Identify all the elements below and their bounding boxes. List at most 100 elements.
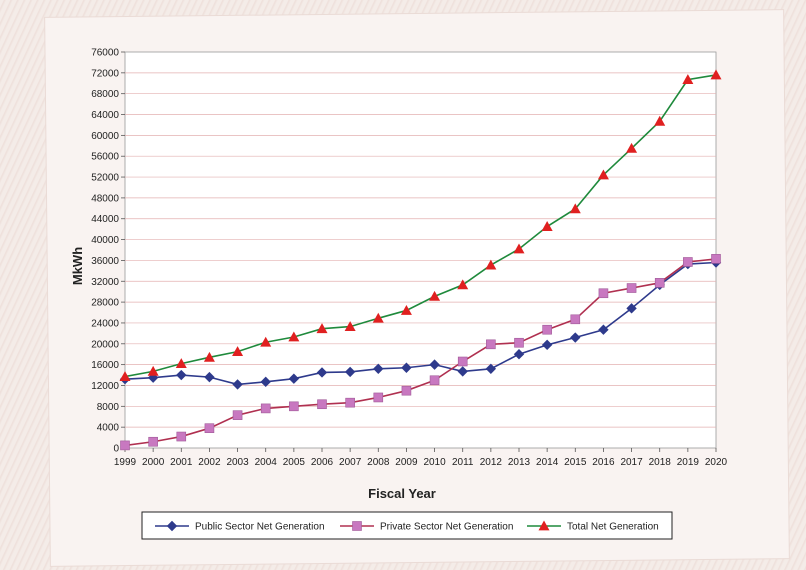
y-tick-label: 48000 bbox=[91, 193, 119, 204]
legend-label: Public Sector Net Generation bbox=[195, 522, 325, 533]
data-point bbox=[232, 410, 243, 420]
data-point bbox=[654, 278, 665, 288]
data-point bbox=[373, 392, 384, 403]
y-tick-label: 16000 bbox=[91, 360, 119, 371]
series-line bbox=[124, 74, 717, 378]
series-line bbox=[124, 258, 717, 447]
data-point bbox=[288, 331, 300, 342]
x-tick-label: 2009 bbox=[395, 457, 418, 468]
series-3 bbox=[119, 69, 722, 382]
y-tick-label: 12000 bbox=[91, 381, 119, 392]
data-point bbox=[683, 257, 693, 267]
data-point bbox=[119, 371, 131, 382]
x-tick-label: 2011 bbox=[452, 457, 474, 468]
data-point bbox=[400, 304, 412, 315]
x-tick-label: 2001 bbox=[170, 457, 193, 468]
data-point bbox=[401, 362, 412, 373]
data-point bbox=[541, 339, 553, 351]
data-point bbox=[626, 303, 637, 314]
x-tick-label: 2017 bbox=[620, 457, 643, 468]
data-point bbox=[429, 359, 440, 370]
data-point bbox=[429, 290, 441, 301]
y-tick-label: 72000 bbox=[91, 68, 119, 79]
data-point bbox=[372, 312, 384, 323]
x-tick-label: 2000 bbox=[142, 457, 165, 468]
data-point bbox=[401, 385, 412, 396]
data-point bbox=[260, 403, 271, 414]
data-point bbox=[147, 365, 159, 376]
data-point bbox=[514, 337, 524, 348]
data-point bbox=[569, 203, 581, 214]
legend-box bbox=[141, 511, 673, 540]
y-tick-label: 40000 bbox=[91, 235, 119, 246]
y-tick-label: 32000 bbox=[91, 277, 119, 288]
data-point bbox=[598, 324, 609, 335]
data-point bbox=[147, 372, 159, 383]
x-tick-labels: 1999 2000 2001 2002 2003 2004 2005 2006 2007 2008… bbox=[114, 448, 728, 468]
x-tick-label: 2006 bbox=[311, 457, 334, 468]
data-point bbox=[344, 366, 356, 378]
data-point bbox=[513, 243, 525, 254]
y-tick-label: 56000 bbox=[91, 152, 119, 163]
data-point bbox=[176, 431, 187, 442]
data-point bbox=[711, 254, 721, 264]
data-point bbox=[345, 397, 355, 408]
data-point bbox=[232, 379, 243, 390]
x-tick-label: 2020 bbox=[705, 457, 728, 468]
y-tick-label: 8000 bbox=[97, 402, 120, 413]
data-point bbox=[260, 376, 271, 388]
data-point bbox=[485, 259, 497, 270]
y-tick-label: 76000 bbox=[91, 48, 119, 59]
data-point bbox=[457, 366, 468, 377]
data-point bbox=[120, 440, 130, 451]
data-point bbox=[317, 399, 327, 410]
data-point bbox=[597, 169, 609, 180]
x-tick-label: 2007 bbox=[339, 457, 362, 468]
legend-label: Private Sector Net Generation bbox=[380, 522, 513, 533]
data-point bbox=[598, 288, 609, 299]
y-axis-title: MkWh bbox=[70, 247, 85, 285]
x-tick-label: 2019 bbox=[677, 457, 700, 468]
y-tick-label: 44000 bbox=[91, 214, 119, 225]
y-tick-label: 20000 bbox=[91, 339, 119, 350]
x-tick-label: 2013 bbox=[508, 457, 531, 468]
data-point bbox=[232, 346, 244, 357]
data-point bbox=[176, 369, 187, 381]
data-point bbox=[682, 74, 694, 85]
x-tick-label: 2008 bbox=[367, 457, 390, 468]
data-point bbox=[175, 358, 187, 368]
data-point bbox=[260, 336, 272, 347]
data-point bbox=[429, 375, 440, 386]
x-tick-label: 2003 bbox=[226, 457, 249, 468]
data-point bbox=[457, 279, 469, 290]
y-tick-labels: 0 4000 8000 12000 16000 20000 24000 28000 32000 3… bbox=[91, 48, 125, 455]
x-tick-label: 2012 bbox=[480, 457, 503, 468]
y-tick-label: 52000 bbox=[91, 173, 119, 184]
legend-marker bbox=[538, 520, 550, 531]
data-point bbox=[288, 373, 300, 384]
y-tick-label: 24000 bbox=[91, 318, 119, 329]
data-point bbox=[316, 323, 328, 334]
y-tick-label: 36000 bbox=[91, 256, 119, 267]
x-tick-label: 2010 bbox=[423, 457, 446, 468]
x-tick-label: 1999 bbox=[114, 457, 137, 468]
y-tick-label: 28000 bbox=[91, 298, 119, 309]
x-tick-label: 2015 bbox=[564, 457, 587, 468]
data-point bbox=[373, 363, 384, 374]
data-point bbox=[486, 339, 496, 350]
y-tick-label: 60000 bbox=[91, 131, 119, 142]
data-point bbox=[457, 356, 468, 367]
series-line bbox=[124, 261, 717, 386]
series-2 bbox=[120, 254, 721, 451]
data-point bbox=[204, 371, 215, 383]
y-tick-label: 4000 bbox=[97, 423, 120, 434]
y-tick-label: 68000 bbox=[91, 89, 119, 100]
data-point bbox=[541, 221, 553, 231]
data-point bbox=[344, 321, 356, 331]
data-point bbox=[148, 436, 158, 447]
data-point bbox=[570, 332, 581, 343]
data-point bbox=[654, 115, 666, 126]
y-tick-label: 64000 bbox=[91, 110, 119, 121]
data-point bbox=[710, 69, 722, 80]
